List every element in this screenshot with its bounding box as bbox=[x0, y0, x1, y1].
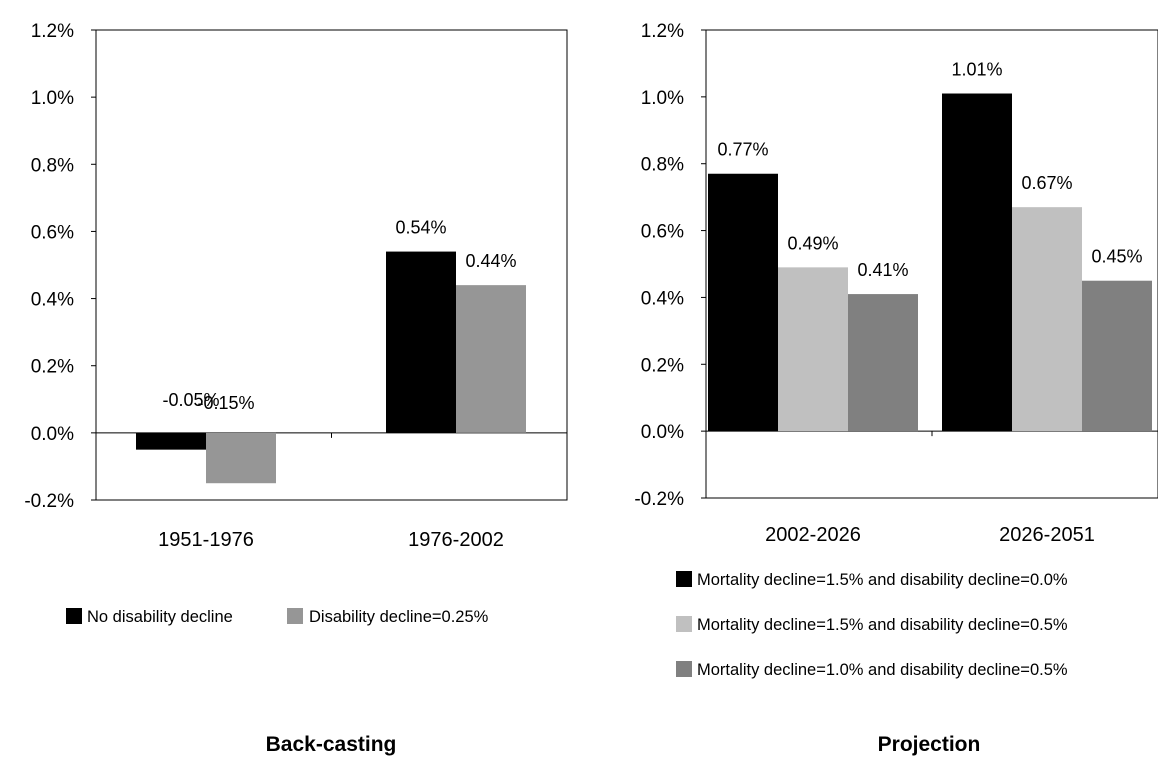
panel-caption: Projection bbox=[878, 733, 981, 756]
legend-label: Mortality decline=1.5% and disability de… bbox=[697, 616, 1068, 634]
bar bbox=[1012, 207, 1082, 432]
legend-swatch bbox=[676, 571, 692, 587]
legend-label: Disability decline=0.25% bbox=[309, 608, 489, 626]
data-label: 0.67% bbox=[1021, 173, 1072, 193]
legend-swatch bbox=[66, 608, 82, 624]
data-label: 0.54% bbox=[395, 218, 446, 238]
y-tick-label: 0.4% bbox=[641, 288, 684, 309]
y-tick-label: 1.2% bbox=[641, 21, 684, 42]
y-tick-label: 0.8% bbox=[641, 155, 684, 176]
x-category-label: 2026-2051 bbox=[999, 524, 1095, 546]
y-tick-label: 0.6% bbox=[641, 222, 684, 243]
projection-chart: -0.2% 0.0% 0.2% 0.4% 0.6% 0.8% 1.0% 1.2% 0.77% 0.… bbox=[634, 21, 1158, 756]
data-label: 0.77% bbox=[717, 140, 768, 160]
bar bbox=[206, 432, 276, 484]
panel-caption: Back-casting bbox=[266, 733, 397, 756]
y-tick-label: -0.2% bbox=[24, 491, 74, 512]
legend: Mortality decline=1.5% and disability de… bbox=[676, 571, 1068, 679]
data-label: 0.44% bbox=[465, 251, 516, 271]
data-label: 0.45% bbox=[1091, 247, 1142, 267]
bar bbox=[386, 251, 456, 433]
x-category-label: 1976-2002 bbox=[408, 529, 504, 551]
bar bbox=[1082, 280, 1152, 432]
data-label: 0.41% bbox=[857, 260, 908, 280]
y-tick-label: 0.2% bbox=[641, 355, 684, 376]
legend-swatch bbox=[287, 608, 303, 624]
legend-swatch bbox=[676, 661, 692, 677]
bar bbox=[942, 93, 1012, 432]
data-label: 1.01% bbox=[951, 60, 1002, 80]
legend-swatch bbox=[676, 616, 692, 632]
backcasting-chart: -0.2% 0.0% 0.2% 0.4% 0.6% 0.8% 1.0% 1.2% -0.05%-… bbox=[24, 21, 568, 756]
y-tick-label: 0.0% bbox=[641, 422, 684, 443]
x-category-label: 2002-2026 bbox=[765, 524, 861, 546]
plot-frame bbox=[95, 29, 568, 501]
y-tick-label: 1.2% bbox=[31, 21, 74, 42]
plot-frame bbox=[705, 29, 1158, 499]
bar bbox=[136, 432, 206, 450]
bar bbox=[848, 294, 918, 432]
y-tick-label: 0.8% bbox=[31, 155, 74, 176]
bar bbox=[778, 267, 848, 432]
x-category-label: 1951-1976 bbox=[158, 529, 254, 551]
legend-label: Mortality decline=1.5% and disability de… bbox=[697, 571, 1068, 589]
y-tick-label: 0.0% bbox=[31, 424, 74, 445]
y-tick-label: -0.2% bbox=[634, 489, 684, 510]
bar bbox=[456, 285, 526, 433]
data-label: -0.05% bbox=[162, 390, 219, 410]
legend: No disability decline Disability decline=… bbox=[66, 608, 489, 626]
legend-label: Mortality decline=1.0% and disability de… bbox=[697, 661, 1068, 679]
y-tick-label: 1.0% bbox=[31, 88, 74, 109]
y-tick-label: 0.6% bbox=[31, 222, 74, 243]
bar bbox=[708, 173, 778, 432]
legend-label: No disability decline bbox=[87, 608, 233, 626]
data-label: -0.15% bbox=[197, 393, 254, 413]
y-tick-label: 1.0% bbox=[641, 88, 684, 109]
y-tick-label: 0.4% bbox=[31, 290, 74, 311]
data-label: 0.49% bbox=[787, 233, 838, 253]
y-tick-label: 0.2% bbox=[31, 357, 74, 378]
